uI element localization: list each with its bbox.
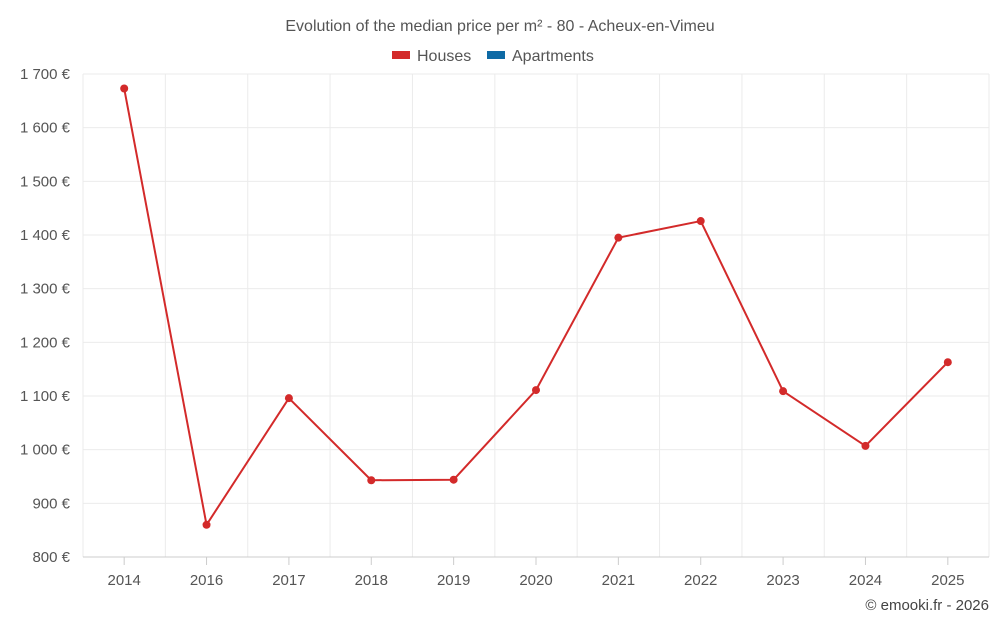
legend-label-apartments: Apartments: [512, 48, 594, 65]
x-tick-label: 2017: [272, 572, 305, 589]
series-layer: [120, 84, 952, 529]
y-tick-label: 1 500 €: [20, 173, 71, 190]
data-point[interactable]: [120, 84, 129, 93]
y-tick-label: 1 700 €: [20, 66, 71, 83]
y-tick-label: 900 €: [32, 495, 70, 512]
y-tick-label: 1 400 €: [20, 227, 71, 244]
legend-label-houses: Houses: [417, 48, 471, 65]
legend-swatch-apartments: [487, 51, 505, 59]
y-tick-label: 1 200 €: [20, 334, 71, 351]
legend-swatch-houses: [392, 51, 410, 59]
y-tick-label: 1 100 €: [20, 388, 71, 405]
x-tick-label: 2018: [355, 572, 388, 589]
y-tick-label: 800 €: [32, 549, 70, 566]
x-tick-label: 2022: [684, 572, 717, 589]
credit-text: © emooki.fr - 2026: [865, 597, 989, 614]
x-tick-label: 2020: [519, 572, 552, 589]
legend-item-apartments[interactable]: Apartments: [487, 48, 594, 65]
data-point[interactable]: [449, 475, 458, 484]
legend-item-houses[interactable]: Houses: [392, 48, 471, 65]
y-tick-label: 1 000 €: [20, 442, 71, 459]
x-tick-label: 2024: [849, 572, 882, 589]
x-tick-label: 2014: [107, 572, 140, 589]
data-point[interactable]: [367, 476, 376, 485]
data-point[interactable]: [532, 386, 540, 395]
chart-legend: Houses Apartments: [392, 48, 594, 65]
data-point[interactable]: [614, 233, 623, 242]
x-tick-label: 2025: [931, 572, 964, 589]
data-point[interactable]: [779, 387, 788, 396]
x-tick-label: 2023: [766, 572, 799, 589]
x-tick-label: 2021: [602, 572, 635, 589]
data-point[interactable]: [202, 520, 211, 529]
y-tick-label: 1 600 €: [20, 120, 71, 137]
data-point[interactable]: [861, 441, 870, 450]
data-point[interactable]: [696, 217, 705, 226]
data-point[interactable]: [284, 394, 293, 403]
y-tick-label: 1 300 €: [20, 281, 71, 298]
x-tick-label: 2016: [190, 572, 223, 589]
chart-title: Evolution of the median price per m² - 8…: [285, 18, 714, 35]
y-axis: 800 € 900 € 1 000 € 1 100 € 1 200 € 1 300 € 1 …: [20, 66, 71, 566]
data-point[interactable]: [943, 358, 952, 367]
x-tick-label: 2019: [437, 572, 470, 589]
grid-lines: [82, 73, 990, 557]
x-axis: 2014 2016 2017 2018 2019 2020 2021 2022 2023 2024…: [83, 556, 989, 589]
